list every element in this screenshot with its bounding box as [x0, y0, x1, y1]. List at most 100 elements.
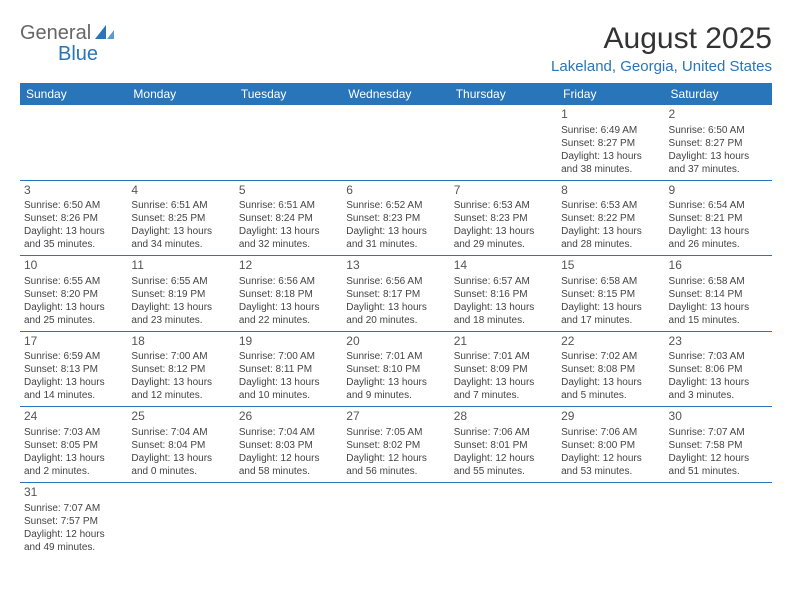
day-sunset: Sunset: 8:10 PM — [346, 363, 445, 376]
calendar-empty-cell — [235, 482, 342, 557]
day-number: 9 — [669, 183, 768, 199]
weekday-header: Monday — [127, 83, 234, 105]
calendar-day-cell: 27Sunrise: 7:05 AMSunset: 8:02 PMDayligh… — [342, 407, 449, 483]
day-daylight: Daylight: 13 hours and 37 minutes. — [669, 150, 768, 176]
day-sunset: Sunset: 8:23 PM — [454, 212, 553, 225]
day-number: 18 — [131, 334, 230, 350]
day-number: 15 — [561, 258, 660, 274]
day-sunrise: Sunrise: 6:58 AM — [561, 275, 660, 288]
calendar-day-cell: 25Sunrise: 7:04 AMSunset: 8:04 PMDayligh… — [127, 407, 234, 483]
day-sunrise: Sunrise: 7:07 AM — [24, 502, 123, 515]
calendar-empty-cell — [127, 482, 234, 557]
calendar-table: SundayMondayTuesdayWednesdayThursdayFrid… — [20, 83, 772, 558]
day-daylight: Daylight: 13 hours and 23 minutes. — [131, 301, 230, 327]
day-daylight: Daylight: 13 hours and 22 minutes. — [239, 301, 338, 327]
calendar-day-cell: 16Sunrise: 6:58 AMSunset: 8:14 PMDayligh… — [665, 256, 772, 332]
day-sunset: Sunset: 8:21 PM — [669, 212, 768, 225]
calendar-day-cell: 31Sunrise: 7:07 AMSunset: 7:57 PMDayligh… — [20, 482, 127, 557]
day-number: 16 — [669, 258, 768, 274]
day-daylight: Daylight: 13 hours and 15 minutes. — [669, 301, 768, 327]
calendar-day-cell: 30Sunrise: 7:07 AMSunset: 7:58 PMDayligh… — [665, 407, 772, 483]
day-number: 28 — [454, 409, 553, 425]
calendar-day-cell: 18Sunrise: 7:00 AMSunset: 8:12 PMDayligh… — [127, 331, 234, 407]
day-sunset: Sunset: 8:04 PM — [131, 439, 230, 452]
calendar-day-cell: 20Sunrise: 7:01 AMSunset: 8:10 PMDayligh… — [342, 331, 449, 407]
day-sunset: Sunset: 7:57 PM — [24, 515, 123, 528]
calendar-empty-cell — [342, 482, 449, 557]
day-daylight: Daylight: 13 hours and 18 minutes. — [454, 301, 553, 327]
day-daylight: Daylight: 12 hours and 56 minutes. — [346, 452, 445, 478]
day-sunset: Sunset: 8:16 PM — [454, 288, 553, 301]
day-daylight: Daylight: 12 hours and 51 minutes. — [669, 452, 768, 478]
day-number: 29 — [561, 409, 660, 425]
title-block: August 2025 Lakeland, Georgia, United St… — [551, 22, 772, 75]
day-sunset: Sunset: 8:06 PM — [669, 363, 768, 376]
day-number: 21 — [454, 334, 553, 350]
day-sunrise: Sunrise: 6:59 AM — [24, 350, 123, 363]
calendar-day-cell: 11Sunrise: 6:55 AMSunset: 8:19 PMDayligh… — [127, 256, 234, 332]
weekday-header: Thursday — [450, 83, 557, 105]
day-daylight: Daylight: 13 hours and 3 minutes. — [669, 376, 768, 402]
day-daylight: Daylight: 12 hours and 49 minutes. — [24, 528, 123, 554]
day-sunset: Sunset: 8:01 PM — [454, 439, 553, 452]
weekday-header: Sunday — [20, 83, 127, 105]
day-daylight: Daylight: 12 hours and 55 minutes. — [454, 452, 553, 478]
calendar-day-cell: 15Sunrise: 6:58 AMSunset: 8:15 PMDayligh… — [557, 256, 664, 332]
day-sunset: Sunset: 8:02 PM — [346, 439, 445, 452]
day-number: 8 — [561, 183, 660, 199]
month-title: August 2025 — [551, 22, 772, 56]
logo-text-general: General — [20, 22, 91, 45]
day-number: 17 — [24, 334, 123, 350]
day-daylight: Daylight: 13 hours and 28 minutes. — [561, 225, 660, 251]
day-daylight: Daylight: 13 hours and 38 minutes. — [561, 150, 660, 176]
day-sunrise: Sunrise: 6:49 AM — [561, 124, 660, 137]
day-sunset: Sunset: 8:20 PM — [24, 288, 123, 301]
day-sunrise: Sunrise: 7:07 AM — [669, 426, 768, 439]
day-daylight: Daylight: 13 hours and 7 minutes. — [454, 376, 553, 402]
day-number: 30 — [669, 409, 768, 425]
calendar-day-cell: 19Sunrise: 7:00 AMSunset: 8:11 PMDayligh… — [235, 331, 342, 407]
day-sunrise: Sunrise: 7:03 AM — [24, 426, 123, 439]
calendar-day-cell: 4Sunrise: 6:51 AMSunset: 8:25 PMDaylight… — [127, 180, 234, 256]
day-daylight: Daylight: 13 hours and 35 minutes. — [24, 225, 123, 251]
calendar-day-cell: 8Sunrise: 6:53 AMSunset: 8:22 PMDaylight… — [557, 180, 664, 256]
day-number: 14 — [454, 258, 553, 274]
day-sunset: Sunset: 8:17 PM — [346, 288, 445, 301]
calendar-empty-cell — [665, 482, 772, 557]
day-number: 19 — [239, 334, 338, 350]
calendar-empty-cell — [342, 105, 449, 180]
day-sunrise: Sunrise: 6:58 AM — [669, 275, 768, 288]
calendar-week-row: 3Sunrise: 6:50 AMSunset: 8:26 PMDaylight… — [20, 180, 772, 256]
day-number: 1 — [561, 107, 660, 123]
day-sunset: Sunset: 7:58 PM — [669, 439, 768, 452]
day-daylight: Daylight: 12 hours and 58 minutes. — [239, 452, 338, 478]
day-sunrise: Sunrise: 6:51 AM — [131, 199, 230, 212]
day-number: 23 — [669, 334, 768, 350]
day-sunrise: Sunrise: 7:01 AM — [454, 350, 553, 363]
weekday-header: Wednesday — [342, 83, 449, 105]
day-sunrise: Sunrise: 6:53 AM — [561, 199, 660, 212]
day-sunset: Sunset: 8:00 PM — [561, 439, 660, 452]
calendar-day-cell: 3Sunrise: 6:50 AMSunset: 8:26 PMDaylight… — [20, 180, 127, 256]
day-daylight: Daylight: 13 hours and 10 minutes. — [239, 376, 338, 402]
day-sunrise: Sunrise: 6:56 AM — [239, 275, 338, 288]
calendar-day-cell: 14Sunrise: 6:57 AMSunset: 8:16 PMDayligh… — [450, 256, 557, 332]
day-sunrise: Sunrise: 6:52 AM — [346, 199, 445, 212]
day-sunset: Sunset: 8:11 PM — [239, 363, 338, 376]
day-number: 2 — [669, 107, 768, 123]
location-subtitle: Lakeland, Georgia, United States — [551, 58, 772, 75]
calendar-day-cell: 29Sunrise: 7:06 AMSunset: 8:00 PMDayligh… — [557, 407, 664, 483]
day-sunrise: Sunrise: 6:57 AM — [454, 275, 553, 288]
calendar-day-cell: 23Sunrise: 7:03 AMSunset: 8:06 PMDayligh… — [665, 331, 772, 407]
day-sunrise: Sunrise: 7:00 AM — [239, 350, 338, 363]
calendar-day-cell: 13Sunrise: 6:56 AMSunset: 8:17 PMDayligh… — [342, 256, 449, 332]
logo-text-blue: Blue — [58, 43, 98, 65]
calendar-empty-cell — [450, 105, 557, 180]
day-number: 10 — [24, 258, 123, 274]
day-number: 27 — [346, 409, 445, 425]
day-sunset: Sunset: 8:14 PM — [669, 288, 768, 301]
day-daylight: Daylight: 13 hours and 29 minutes. — [454, 225, 553, 251]
calendar-week-row: 1Sunrise: 6:49 AMSunset: 8:27 PMDaylight… — [20, 105, 772, 180]
calendar-week-row: 31Sunrise: 7:07 AMSunset: 7:57 PMDayligh… — [20, 482, 772, 557]
day-daylight: Daylight: 13 hours and 17 minutes. — [561, 301, 660, 327]
